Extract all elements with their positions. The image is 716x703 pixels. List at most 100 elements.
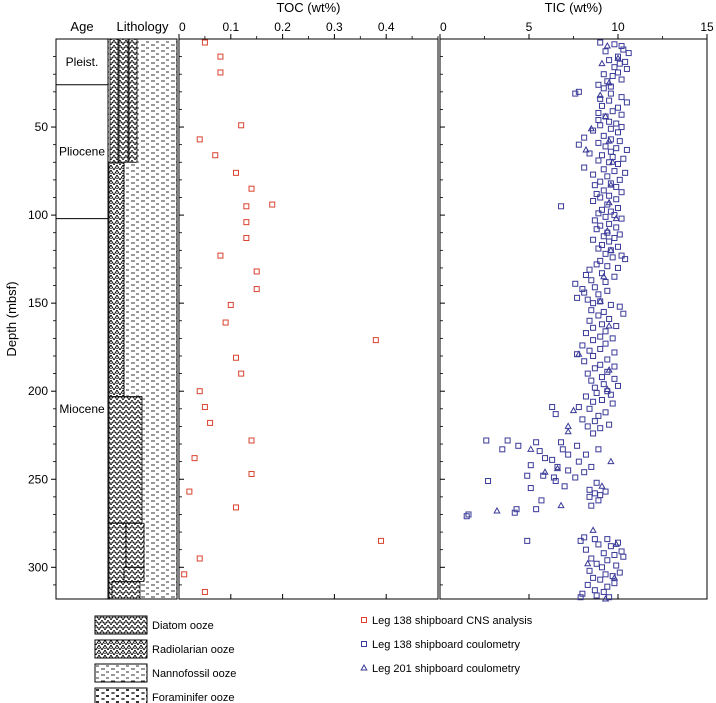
tic-point — [597, 222, 604, 229]
toc-point — [232, 504, 239, 511]
series-legend-label: Leg 201 shipboard coulometry — [372, 663, 520, 675]
tic-point — [618, 189, 625, 196]
legend-label: Radiolarian ooze — [152, 644, 235, 656]
tic-point — [597, 576, 604, 583]
toc-point — [378, 537, 385, 544]
tic-point — [533, 506, 540, 513]
tic-triangle-point — [527, 445, 535, 452]
tic-point — [593, 261, 600, 268]
tic-point — [600, 85, 607, 92]
tic-point — [586, 150, 593, 157]
tic-point — [622, 256, 629, 263]
tic-point — [598, 397, 605, 404]
depth-tick-label: 200 — [28, 384, 48, 398]
tic-point — [586, 405, 593, 412]
tic-point — [598, 102, 605, 109]
tic-point — [618, 215, 625, 222]
lithology-block-diatom — [118, 38, 129, 163]
tic-point — [515, 442, 522, 449]
tic-point — [604, 173, 611, 180]
tic-point — [602, 213, 609, 220]
tic-point — [595, 446, 602, 453]
tic-point — [622, 58, 629, 65]
tic-x-tick-label: 0 — [440, 20, 447, 34]
tic-point — [618, 124, 625, 131]
tic-triangle-point — [553, 464, 562, 472]
toc-point — [217, 252, 224, 259]
tic-point — [613, 562, 620, 569]
tic-point — [572, 90, 579, 97]
toc-x-tick-label: 0 — [179, 20, 186, 34]
tic-point — [597, 39, 604, 46]
tic-point — [591, 536, 598, 543]
toc-point — [217, 69, 224, 76]
tic-point — [602, 250, 609, 257]
tic-point — [613, 224, 620, 231]
toc-title: TOC (wt%) — [276, 0, 340, 15]
tic-point — [613, 196, 620, 203]
toc-point — [201, 404, 208, 411]
tic-point — [615, 69, 621, 76]
tic-point — [542, 455, 549, 462]
tic-point — [586, 266, 593, 273]
toc-point — [186, 488, 193, 495]
series-legend-label: Leg 138 shipboard coulometry — [372, 639, 520, 651]
tic-triangle-point — [589, 526, 597, 533]
tic-point — [606, 220, 613, 227]
tic-point — [536, 448, 543, 455]
tic-triangle-point — [603, 42, 611, 49]
tic-point — [611, 363, 618, 370]
tic-point — [607, 391, 614, 398]
tic-point — [611, 551, 618, 558]
tic-point — [607, 543, 614, 550]
tic-x-tick-label: 10 — [611, 20, 625, 34]
tic-point — [611, 349, 618, 356]
tic-point — [611, 41, 618, 48]
lithology-block-diatom — [123, 566, 145, 582]
tic-point — [609, 108, 616, 115]
tic-point — [581, 358, 588, 365]
tic-triangle-point — [605, 198, 613, 206]
tic-triangle-point — [596, 297, 604, 304]
tic-point — [618, 43, 625, 50]
toc-point — [217, 53, 224, 60]
series-legend-label: Leg 138 shipboard CNS analysis — [372, 615, 533, 627]
legend-marker-triangle — [360, 663, 368, 671]
tic-point — [602, 340, 609, 347]
tic-point — [604, 287, 611, 294]
toc-x-tick-label: 0.3 — [326, 20, 343, 34]
age-column — [55, 38, 109, 600]
lithology-block-radiolarian — [108, 161, 125, 397]
tic-point — [615, 53, 621, 60]
tic-point — [549, 404, 556, 411]
age-unit-label: Miocene — [59, 402, 105, 416]
tic-point — [593, 190, 600, 197]
toc-point — [212, 152, 219, 159]
tic-point — [615, 161, 621, 168]
tic-point — [618, 252, 625, 259]
tic-point — [598, 321, 605, 328]
tic-point — [593, 389, 600, 396]
tic-point — [611, 234, 618, 241]
tic-point — [618, 76, 625, 83]
tic-triangle-point — [598, 59, 606, 67]
tic-point — [590, 236, 597, 243]
tic-point — [613, 145, 620, 152]
tic-point — [598, 270, 605, 277]
lithology-block-diatom — [128, 38, 138, 163]
tic-point — [579, 286, 586, 293]
tic-point — [577, 594, 584, 601]
tic-point — [597, 257, 604, 264]
tic-point — [593, 592, 600, 599]
tic-point — [595, 412, 602, 419]
tic-point — [613, 323, 620, 330]
tic-point — [600, 132, 607, 139]
tic-point — [604, 263, 611, 270]
toc-point — [196, 388, 203, 395]
tic-point — [465, 511, 472, 518]
tic-point — [588, 463, 595, 470]
tic-point — [597, 194, 604, 201]
tic-point — [582, 393, 589, 400]
tic-point — [622, 169, 629, 176]
tic-x-tick-label: 5 — [526, 20, 533, 34]
